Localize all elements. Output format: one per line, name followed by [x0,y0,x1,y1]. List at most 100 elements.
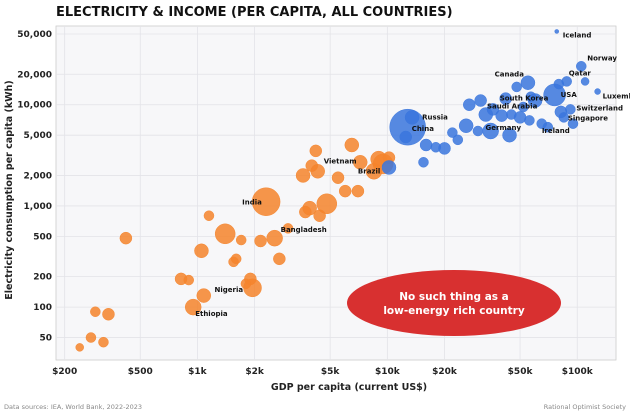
data-point-low-income [316,193,338,215]
data-point-high-income [542,121,554,133]
country-label: Bangladesh [281,226,327,234]
data-point-low-income [75,343,84,352]
data-point-low-income [184,298,202,316]
callout: No such thing as a low-energy rich count… [347,270,561,336]
y-tick-label: 200 [33,273,52,283]
data-point-high-income [576,61,587,72]
data-point-high-income [452,134,464,146]
country-label: Canada [495,71,525,79]
x-axis-ticks: $200 $500 $1k $2k $5k $10k $20k $50k $100k [52,367,594,377]
chart-title: ELECTRICITY & INCOME (PER CAPITA, ALL CO… [56,5,453,20]
country-label: Singapore [568,114,608,122]
data-point-low-income [282,223,294,234]
data-point-low-income [214,223,236,245]
data-point-low-income [266,229,283,247]
data-point-high-income [447,127,458,138]
data-point-high-income [438,142,451,155]
data-point-high-income [511,81,522,93]
data-point-high-income [404,110,420,125]
country-label: Luxembourg [603,93,630,101]
country-label: Russia [422,113,448,121]
data-point-low-income [302,200,317,216]
data-point-high-income [558,112,570,123]
country-label: Switzerland [576,104,623,112]
data-point-high-income [594,88,601,95]
footer-credit: Rational Optimist Society [544,403,626,411]
x-tick-label: $500 [128,367,153,377]
country-label: Iceland [563,31,592,39]
y-axis-label: Electricity consumption per capita (kWh) [4,80,15,300]
x-axis-label: GDP per capita (current US$) [271,382,427,393]
data-point-low-income [90,306,101,317]
data-point-low-income [310,164,325,179]
y-tick-label: 100 [33,303,52,313]
data-point-high-income [419,138,433,152]
data-point-low-income [196,288,212,303]
data-point-low-income [183,274,194,286]
data-point-low-income [309,144,323,158]
x-tick-label: $2k [245,367,265,377]
country-label: USA [561,91,578,99]
country-label: Norway [587,54,617,62]
data-point-high-income [518,101,529,113]
data-point-high-income [513,111,527,124]
callout-line-2: low-energy rich country [383,305,525,317]
y-tick-label: 20,000 [17,70,52,80]
data-point-high-income [565,104,576,115]
country-label: Germany [486,124,522,132]
y-axis-ticks: 50 100 200 500 1,000 2,000 5,000 10,000 20,000 50… [17,30,52,344]
y-tick-label: 10,000 [17,101,52,111]
country-label: South Korea [500,95,549,103]
x-tick-label: $10k [375,367,401,377]
data-point-high-income [474,94,487,107]
data-point-low-income [352,155,368,170]
x-tick-label: $5k [321,367,341,377]
data-point-high-income [561,76,572,87]
data-points [75,29,601,352]
country-label: Nigeria [215,286,244,294]
callout-ellipse [347,270,561,336]
x-tick-label: $1k [188,367,208,377]
data-point-low-income [235,234,247,246]
data-point-low-income [273,252,286,266]
data-point-high-income [381,160,397,175]
country-label: Brazil [358,167,380,175]
data-point-low-income [331,171,345,184]
data-point-high-income [580,77,590,86]
data-point-high-income [567,118,579,129]
data-point-low-income [295,168,311,183]
data-point-high-income [554,29,559,34]
country-label: China [412,125,435,133]
data-point-high-income [524,115,535,126]
data-point-low-income [230,253,242,265]
country-label: Qatar [569,69,592,77]
y-tick-label: 2,000 [24,171,52,181]
data-point-low-income [102,307,115,321]
data-point-high-income [486,103,500,116]
x-tick-label: $20k [432,367,458,377]
data-point-high-income [499,92,512,105]
data-point-low-income [203,210,215,221]
data-point-low-income [351,184,365,198]
y-tick-label: 500 [33,232,52,242]
country-label: Saudi Arabia [487,102,538,110]
y-tick-label: 50 [39,334,52,344]
x-tick-label: $50k [508,367,534,377]
data-point-high-income [520,75,536,90]
country-label: Vietnam [324,157,357,165]
data-point-high-income [472,125,484,137]
data-point-high-income [482,122,499,140]
x-tick-label: $100k [562,367,594,377]
country-label: Ethiopia [195,310,228,318]
data-point-low-income [338,184,352,198]
footer-sources: Data sources: IEA, World Bank, 2022-2023 [4,403,142,411]
data-point-low-income [251,187,281,216]
data-point-low-income [194,243,209,259]
y-tick-label: 5,000 [24,131,52,141]
data-point-low-income [243,278,262,298]
y-tick-label: 50,000 [17,30,52,40]
country-labels: Iceland Norway Qatar Canada Luxembourg South … [195,31,630,318]
data-point-high-income [458,118,474,133]
data-point-high-income [462,98,476,111]
data-point-high-income [502,127,517,143]
